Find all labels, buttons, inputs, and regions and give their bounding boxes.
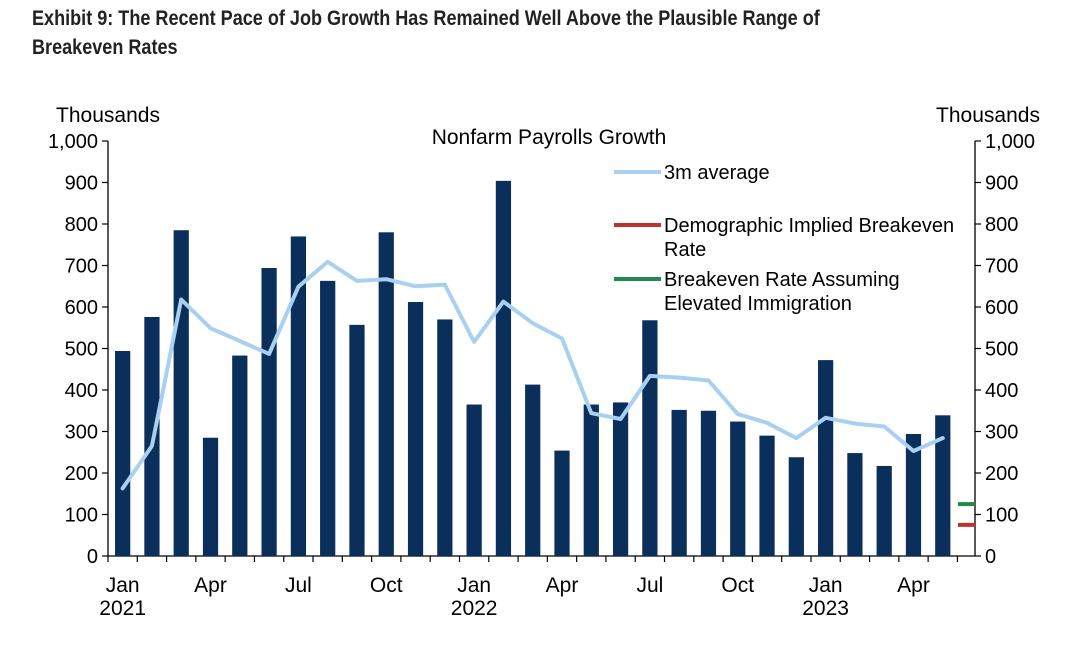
- x-tick-label: Apr: [897, 574, 930, 597]
- y-tick-label-left: 400: [65, 380, 98, 402]
- y-tick-label-left: 1,000: [48, 131, 98, 153]
- y-tick-label-left: 200: [65, 463, 98, 485]
- x-tick-label: Oct: [721, 574, 754, 597]
- legend-label: Demographic Implied Breakeven: [664, 215, 954, 237]
- x-tick-label: Jan: [457, 574, 491, 597]
- payroll-bar: [759, 435, 775, 556]
- legend-label: Breakeven Rate Assuming: [664, 269, 900, 291]
- payroll-bar: [700, 410, 717, 556]
- y-tick-label-right: 300: [985, 422, 1018, 444]
- x-tick-label: Jan: [809, 574, 843, 597]
- y-tick-label-left: 700: [65, 256, 98, 278]
- payroll-bar: [115, 350, 131, 556]
- y-tick-label-right: 500: [985, 339, 1018, 361]
- payroll-bar: [437, 319, 453, 556]
- legend-label: Elevated Immigration: [664, 293, 852, 315]
- payroll-bar: [554, 450, 570, 556]
- payroll-bar: [349, 324, 365, 556]
- x-tick-year-label: 2022: [451, 597, 498, 620]
- x-tick-label: Oct: [370, 574, 403, 597]
- payroll-bar: [818, 360, 834, 556]
- payroll-bar: [202, 437, 219, 556]
- x-tick-label: Jan: [106, 574, 140, 597]
- legend-label: Rate: [664, 239, 706, 261]
- y-tick-label-right: 0: [985, 546, 996, 568]
- x-tick-label: Jul: [285, 574, 312, 597]
- x-tick-label: Jul: [636, 574, 663, 597]
- payroll-bar: [232, 355, 248, 556]
- y-tick-label-right: 900: [985, 173, 1018, 195]
- payroll-bar: [788, 457, 804, 556]
- payroll-bar: [847, 453, 863, 556]
- y-tick-label-left: 600: [65, 297, 98, 319]
- payroll-bar: [876, 465, 892, 556]
- y-tick-label-left: 900: [65, 173, 98, 195]
- payroll-bar: [671, 409, 687, 556]
- payroll-bar: [905, 433, 922, 556]
- payroll-bar: [378, 232, 394, 557]
- three-month-average-line: [120, 259, 945, 491]
- right-axis-unit-label: Thousands: [936, 104, 1040, 127]
- payroll-bar: [525, 384, 541, 556]
- payroll-bar: [612, 402, 629, 556]
- chart-title: Nonfarm Payrolls Growth: [432, 126, 667, 149]
- payroll-bar: [642, 320, 658, 556]
- y-tick-label-right: 1,000: [985, 131, 1035, 153]
- y-tick-label-right: 700: [985, 256, 1018, 278]
- payroll-bar: [466, 404, 482, 556]
- x-tick-year-label: 2021: [99, 597, 146, 620]
- legend-label: 3m average: [664, 162, 770, 184]
- y-tick-label-left: 300: [65, 422, 98, 444]
- payroll-bar: [261, 267, 277, 556]
- x-tick-label: Apr: [546, 574, 579, 597]
- y-tick-label-left: 0: [87, 546, 98, 568]
- y-tick-label-right: 100: [985, 505, 1018, 527]
- y-tick-label-right: 800: [985, 214, 1018, 236]
- x-tick-label: Apr: [194, 574, 227, 597]
- y-tick-label-left: 800: [65, 214, 98, 236]
- y-tick-label-left: 500: [65, 339, 98, 361]
- payroll-bar: [290, 236, 307, 556]
- payroll-bar: [173, 230, 189, 556]
- y-tick-label-right: 600: [985, 297, 1018, 319]
- exhibit-title: Exhibit 9: The Recent Pace of Job Growth…: [32, 7, 820, 59]
- payroll-bar: [583, 404, 599, 556]
- payroll-bar: [320, 280, 336, 556]
- x-tick-year-label: 2023: [802, 597, 849, 620]
- payroll-bar: [730, 421, 746, 556]
- y-tick-label-left: 100: [65, 505, 98, 527]
- payroll-bar: [495, 180, 512, 556]
- y-tick-label-right: 400: [985, 380, 1018, 402]
- left-axis-unit-label: Thousands: [56, 104, 160, 127]
- payroll-bar: [935, 415, 951, 556]
- y-tick-label-right: 200: [985, 463, 1018, 485]
- payroll-bar: [407, 302, 424, 556]
